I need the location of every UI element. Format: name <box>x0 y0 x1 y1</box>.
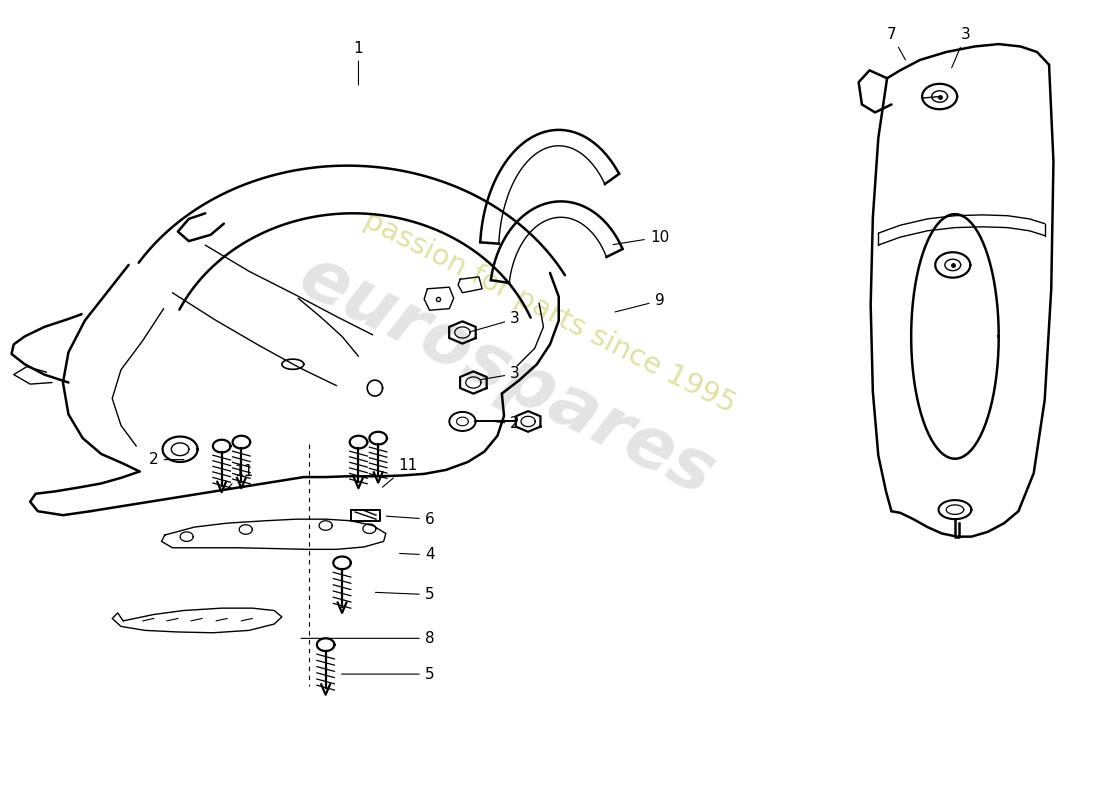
Text: 2: 2 <box>496 416 520 431</box>
Text: 3: 3 <box>481 366 520 382</box>
Text: 8: 8 <box>301 631 434 646</box>
Text: eurospares: eurospares <box>287 242 725 510</box>
Text: 4: 4 <box>399 547 435 562</box>
Text: 3: 3 <box>471 311 520 332</box>
Text: 1: 1 <box>354 41 363 85</box>
Text: 5: 5 <box>375 587 434 602</box>
Text: 10: 10 <box>613 230 669 245</box>
Text: 6: 6 <box>386 512 434 526</box>
Text: 2: 2 <box>148 452 184 467</box>
Text: passion for parts since 1995: passion for parts since 1995 <box>360 206 740 419</box>
Text: 5: 5 <box>341 666 434 682</box>
Text: 9: 9 <box>615 293 664 312</box>
Text: 7: 7 <box>887 27 905 60</box>
Text: 11: 11 <box>383 458 417 487</box>
Text: 3: 3 <box>952 27 971 68</box>
Text: 11: 11 <box>229 464 253 487</box>
